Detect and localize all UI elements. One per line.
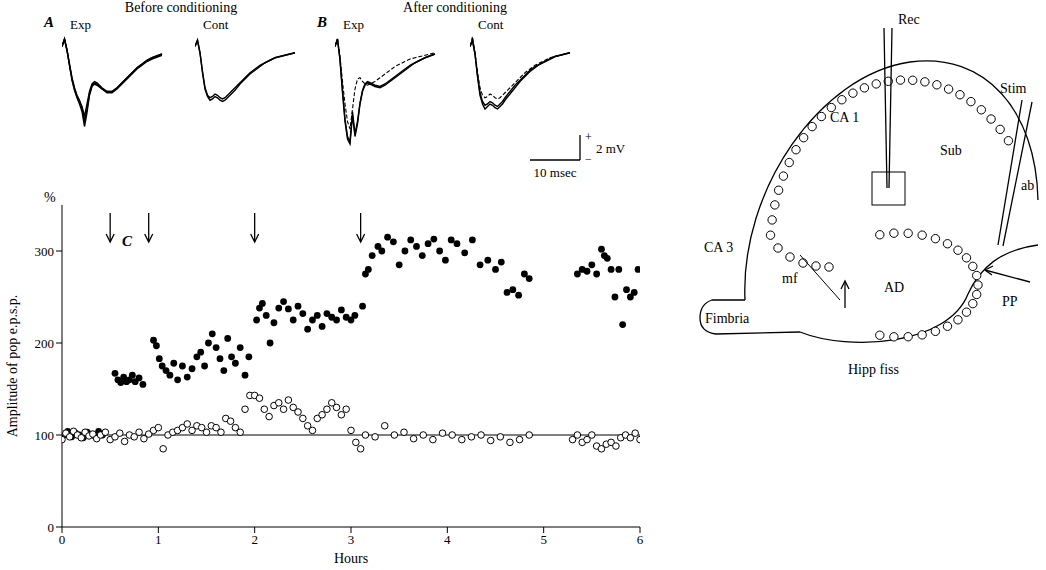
svg-text:10 msec: 10 msec bbox=[534, 165, 577, 180]
html-text:Before conditioning: Before conditioning bbox=[124, 0, 238, 15]
html-text:After conditioning: After conditioning bbox=[403, 0, 507, 15]
svg-text:ab: ab bbox=[1021, 178, 1034, 193]
svg-text:Amplitude of pop e.p.s.p.: Amplitude of pop e.p.s.p. bbox=[5, 295, 20, 438]
html-text:Cont: Cont bbox=[203, 17, 229, 32]
svg-text:Fimbria: Fimbria bbox=[705, 311, 750, 326]
svg-text:Stim: Stim bbox=[1000, 81, 1027, 96]
svg-text:Hours: Hours bbox=[334, 551, 368, 566]
html-text:A: A bbox=[44, 14, 54, 30]
svg-text:+: + bbox=[585, 130, 592, 144]
svg-text:100: 100 bbox=[35, 428, 55, 443]
svg-text:3: 3 bbox=[348, 532, 355, 547]
svg-text:CA 1: CA 1 bbox=[830, 110, 859, 125]
svg-text:5: 5 bbox=[540, 532, 547, 547]
html-text:C: C bbox=[122, 233, 132, 249]
svg-text:Hipp fiss: Hipp fiss bbox=[848, 362, 899, 377]
svg-text:mf: mf bbox=[782, 271, 798, 286]
svg-text:4: 4 bbox=[444, 532, 451, 547]
svg-text:1: 1 bbox=[155, 532, 162, 547]
svg-text:0: 0 bbox=[48, 520, 55, 535]
svg-text:300: 300 bbox=[35, 244, 55, 259]
svg-text:2 mV: 2 mV bbox=[596, 141, 626, 156]
svg-text:0: 0 bbox=[59, 532, 66, 547]
html-text:Cont: Cont bbox=[478, 17, 504, 32]
html-text:B: B bbox=[317, 14, 327, 30]
svg-text:200: 200 bbox=[35, 336, 55, 351]
svg-text:AD: AD bbox=[884, 280, 904, 295]
svg-text:PP: PP bbox=[1002, 294, 1018, 309]
html-text:Exp: Exp bbox=[343, 17, 364, 32]
svg-text:2: 2 bbox=[251, 532, 258, 547]
svg-text:Sub: Sub bbox=[940, 143, 962, 158]
svg-text:Rec: Rec bbox=[898, 12, 920, 27]
svg-text:6: 6 bbox=[637, 532, 644, 547]
svg-text:CA 3: CA 3 bbox=[704, 240, 733, 255]
html-text:Exp: Exp bbox=[70, 17, 91, 32]
svg-text:−: − bbox=[585, 152, 592, 166]
